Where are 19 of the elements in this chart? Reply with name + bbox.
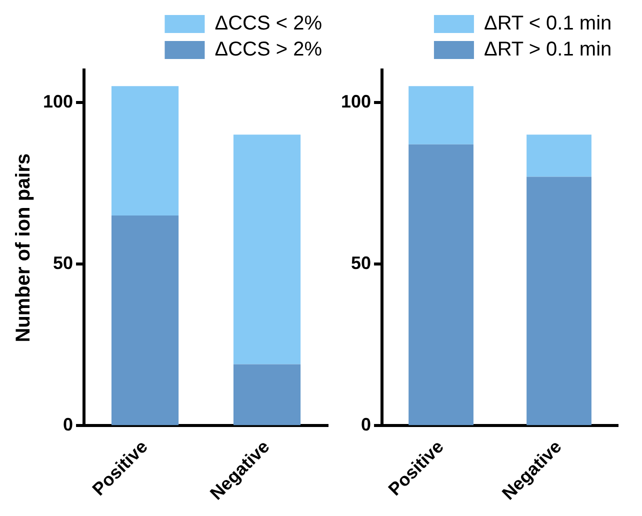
- y-tick-label: 50: [351, 252, 372, 273]
- legend-label: ΔCCS < 2%: [214, 12, 322, 35]
- legend-label: ΔRT < 0.1 min: [484, 12, 612, 35]
- legend-label: ΔRT > 0.1 min: [484, 38, 612, 61]
- y-tick-label: 50: [53, 252, 74, 273]
- y-tick-label: 0: [361, 414, 372, 435]
- bar: [526, 134, 592, 177]
- bar: [408, 86, 474, 144]
- bar: [233, 134, 301, 364]
- y-tick-label: 0: [63, 414, 74, 435]
- bar: [111, 216, 179, 426]
- bar: [111, 86, 179, 216]
- y-tick-label: 100: [42, 91, 74, 112]
- y-tick-label: 100: [340, 91, 372, 112]
- legend-label: ΔCCS > 2%: [214, 38, 322, 61]
- bar: [526, 176, 592, 426]
- bar: [233, 364, 301, 426]
- y-axis-title: Number of ion pairs: [12, 153, 35, 342]
- bar: [408, 144, 474, 426]
